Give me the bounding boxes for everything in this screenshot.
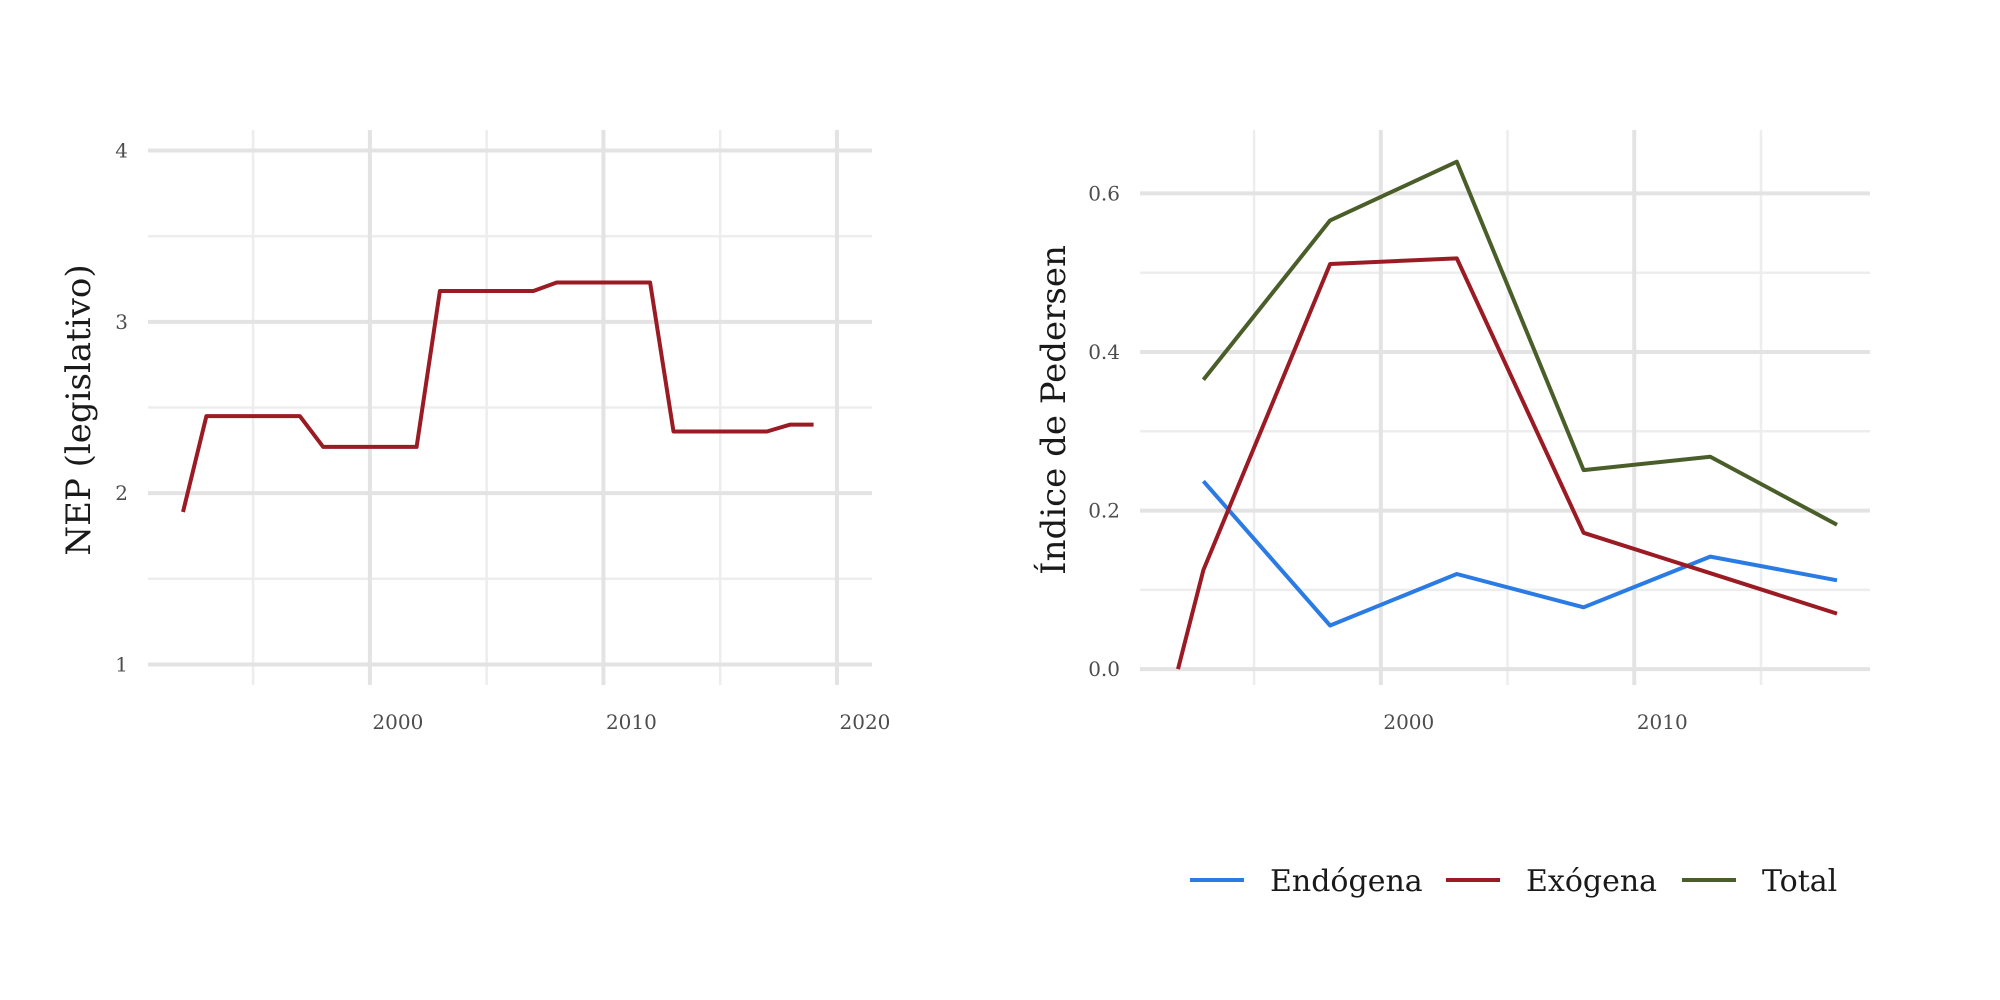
legend-label-end-gena: Endógena xyxy=(1270,864,1423,899)
pedersen-y-tick-label: 0.6 xyxy=(1088,181,1120,205)
pedersen-series-line-total xyxy=(1201,159,1838,527)
nep-x-tick-label: 2020 xyxy=(840,710,891,734)
nep-y-tick-label: 3 xyxy=(115,310,128,334)
nep-y-axis-title: NEP (legislativo) xyxy=(59,264,99,555)
nep-series-line-main xyxy=(181,280,814,513)
nep-series xyxy=(181,280,814,513)
nep-gridlines xyxy=(148,130,872,685)
nep-y-tick-label: 2 xyxy=(115,481,128,505)
nep-y-tick-label: 1 xyxy=(115,652,128,676)
pedersen-y-tick-label: 0.4 xyxy=(1088,340,1120,364)
pedersen-series-line-end-gena xyxy=(1201,479,1838,628)
nep-y-tick-label: 4 xyxy=(115,139,128,163)
pedersen-chart-panel: 2000 2010 0.0 0.2 0.4 0.6 Índice de Pedersen xyxy=(1033,130,1870,734)
pedersen-x-tick-label: 2010 xyxy=(1637,710,1688,734)
pedersen-y-axis-title: Índice de Pedersen xyxy=(1033,245,1074,575)
legend-label-ex-gena: Exógena xyxy=(1526,864,1657,899)
nep-tick-labels: 2000 2010 2020 1 2 3 4 xyxy=(115,139,890,734)
pedersen-y-tick-label: 0.0 xyxy=(1088,657,1120,681)
nep-x-tick-label: 2010 xyxy=(606,710,657,734)
pedersen-series xyxy=(1176,159,1838,670)
pedersen-tick-labels: 2000 2010 0.0 0.2 0.4 0.6 xyxy=(1088,181,1688,734)
pedersen-y-tick-label: 0.2 xyxy=(1088,499,1120,523)
nep-x-tick-label: 2000 xyxy=(372,710,423,734)
legend-label-total: Total xyxy=(1762,864,1837,899)
nep-chart-panel: 2000 2010 2020 1 2 3 4 NEP (legislativo) xyxy=(59,130,890,734)
pedersen-legend: Endógena Exógena Total xyxy=(1190,864,1837,899)
pedersen-gridlines xyxy=(1140,130,1870,685)
pedersen-series-line-ex-gena xyxy=(1176,256,1838,670)
pedersen-x-tick-label: 2000 xyxy=(1383,710,1434,734)
